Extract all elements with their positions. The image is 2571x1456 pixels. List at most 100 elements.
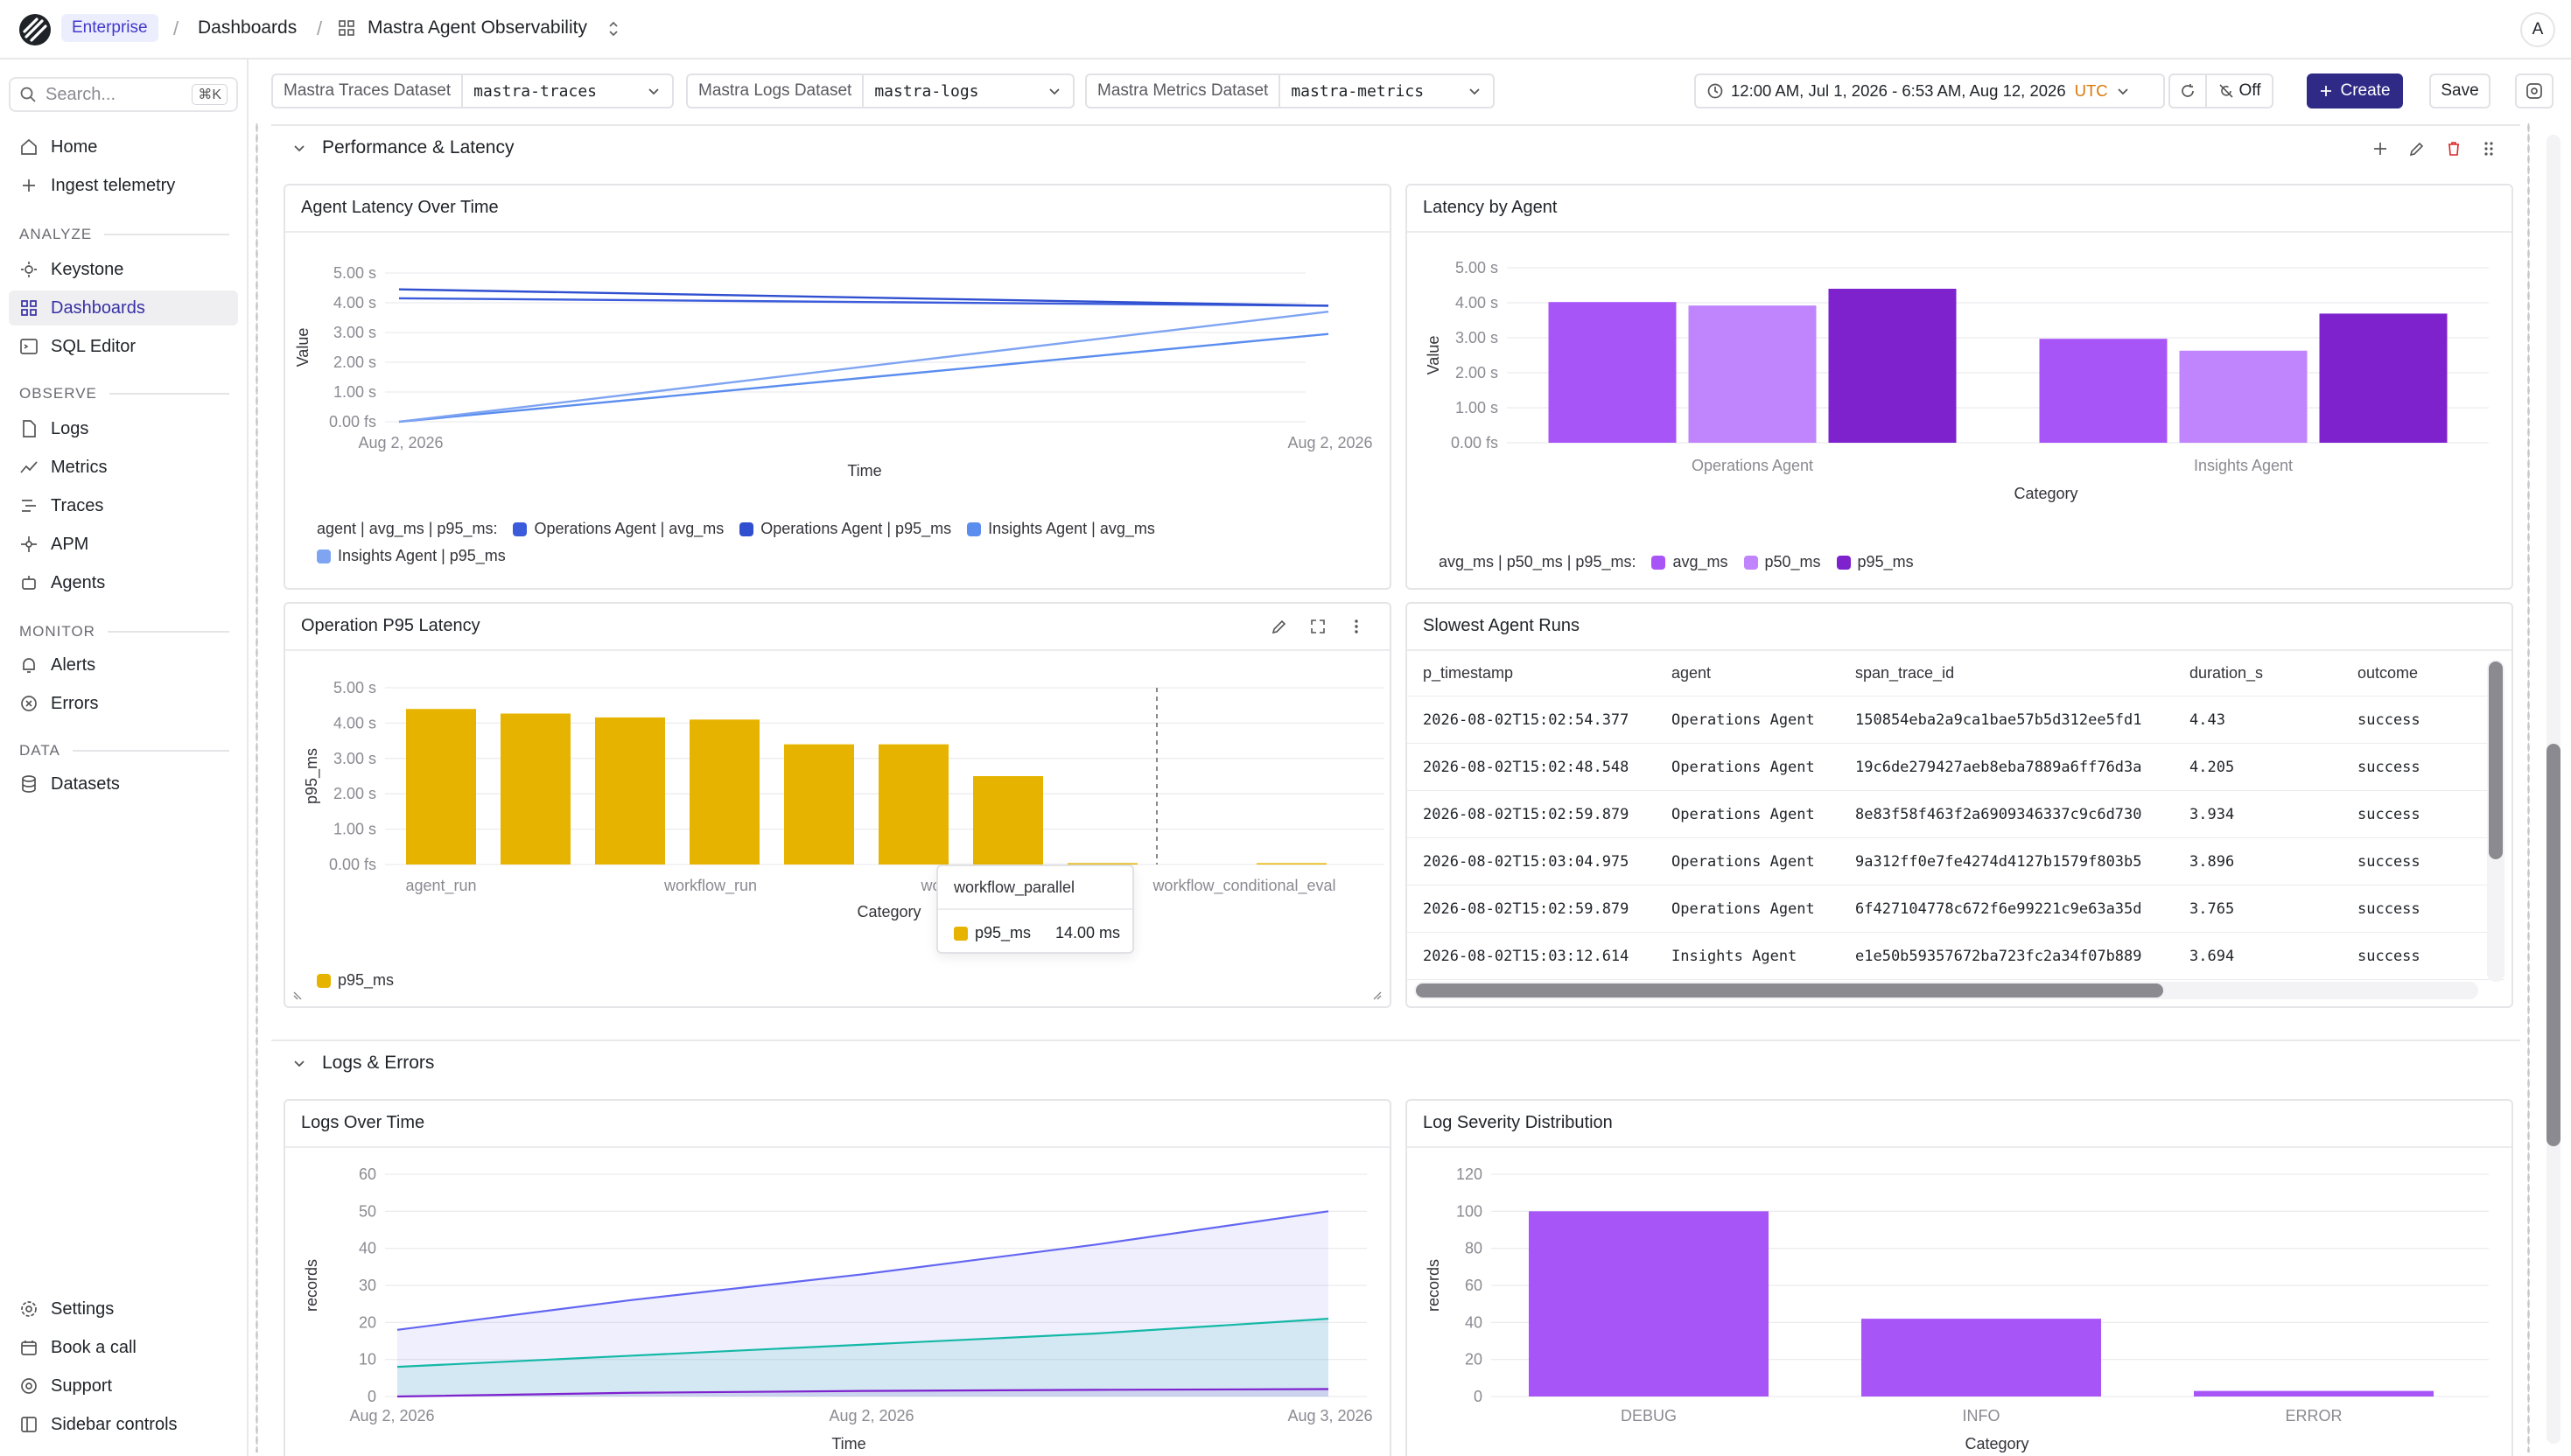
sidebar-item-errors[interactable]: Errors [9, 686, 238, 721]
operation-p95-chart[interactable]: 0.00 fs 1.00 s 2.00 s 3.00 s 4.00 s 5.00 s p95… [285, 651, 1391, 957]
table-cell: 2026-08-02T15:03:12.614 [1423, 948, 1629, 965]
section-performance[interactable]: Performance & Latency [271, 124, 2520, 170]
bar [1068, 863, 1138, 864]
sidebar-item-sidebar-controls[interactable]: Sidebar controls [9, 1407, 238, 1442]
traces-dataset-select[interactable]: Mastra Traces Dataset mastra-traces [271, 74, 674, 108]
table-row[interactable]: 2026-08-02T15:02:48.548 Operations Agent 1… [1407, 744, 2504, 791]
legend-item[interactable]: p95_ms [317, 971, 394, 990]
pencil-icon[interactable] [1271, 618, 1288, 635]
latency-by-agent-chart[interactable]: 0.00 fs 1.00 s 2.00 s 3.00 s 4.00 s 5.00 s Val… [1407, 233, 2513, 522]
expand-icon[interactable] [1309, 618, 1327, 635]
sidebar-item-traces[interactable]: Traces [9, 488, 238, 523]
sidebar-item-home[interactable]: Home [9, 130, 238, 164]
y-tick-label: 40 [359, 1240, 376, 1257]
table-cell: 4.205 [2189, 759, 2235, 776]
sidebar-item-label: Book a call [51, 1337, 137, 1357]
logo-icon[interactable] [18, 12, 53, 47]
settings-button[interactable] [2515, 74, 2553, 108]
panel-latency-by-agent[interactable]: Latency by Agent 0.00 fs 1.00 s 2.00 s 3.00… [1405, 184, 2513, 590]
log-severity-chart[interactable]: 0 20 40 60 80 100 120 records DEBUG INFO ERROR Cate… [1407, 1148, 2513, 1456]
trash-icon[interactable] [2445, 140, 2462, 158]
logs-dataset-select[interactable]: Mastra Logs Dataset mastra-logs [686, 74, 1075, 108]
sidebar-item-apm[interactable]: APM [9, 527, 238, 562]
logs-over-time-chart[interactable]: 0 10 20 30 40 50 60 records Aug 2, 2026 Aug 2, 20… [285, 1148, 1391, 1456]
y-tick-label: 50 [359, 1202, 376, 1220]
legend-item[interactable]: avg_ms [1651, 553, 1728, 571]
sidebar-item-dashboards[interactable]: Dashboards [9, 290, 238, 326]
chevron-down-icon[interactable] [291, 139, 308, 157]
save-button[interactable]: Save [2429, 74, 2490, 108]
section-logs-errors[interactable]: Logs & Errors [271, 1040, 2520, 1085]
page-vertical-scrollbar[interactable] [2545, 131, 2562, 1444]
sidebar-item-support[interactable]: Support [9, 1368, 238, 1404]
auto-refresh-toggle[interactable]: Off [2205, 74, 2273, 108]
table-cell: 4.43 [2189, 711, 2225, 729]
top-bar: Enterprise / Dashboards / Mastra Agent O… [0, 0, 2571, 60]
sidebar-item-agents[interactable]: Agents [9, 565, 238, 600]
column-header[interactable]: outcome [2357, 664, 2419, 682]
breadcrumb-dashboard-name[interactable]: Mastra Agent Observability [368, 18, 587, 38]
table-row[interactable]: 2026-08-02T15:02:59.879 Operations Agent 8… [1407, 791, 2504, 838]
chart-legend: agent | avg_ms | p95_ms: Operations Agen… [317, 520, 1349, 565]
column-header[interactable]: p_timestamp [1423, 664, 1514, 682]
legend-item[interactable]: p50_ms [1743, 553, 1821, 571]
chevron-up-down-icon[interactable] [606, 19, 621, 38]
avatar[interactable]: A [2520, 12, 2555, 47]
table-cell: 8e83f58f463f2a6909346337c9c6d730 [1855, 806, 2142, 823]
refresh-button[interactable] [2168, 74, 2207, 108]
search-input[interactable]: Search... ⌘K [9, 77, 238, 112]
table-row[interactable]: 2026-08-02T15:02:59.879 Operations Agent 6… [1407, 886, 2504, 933]
section-data: DATA [19, 742, 229, 760]
chevron-down-icon[interactable] [291, 1054, 308, 1072]
resize-handle-icon[interactable] [1369, 987, 1383, 1001]
legend-item[interactable]: Insights Agent | avg_ms [967, 520, 1155, 538]
sidebar-item-settings[interactable]: Settings [9, 1292, 238, 1326]
table-row[interactable]: 2026-08-02T15:03:12.614 Insights Agent e1e… [1407, 933, 2504, 980]
plus-icon[interactable] [2371, 140, 2389, 158]
scrollbar-thumb[interactable] [2489, 662, 2503, 859]
breadcrumb-dashboards[interactable]: Dashboards [198, 18, 298, 38]
sidebar-item-alerts[interactable]: Alerts [9, 648, 238, 682]
column-header[interactable]: span_trace_id [1855, 664, 1955, 682]
sidebar-item-sql-editor[interactable]: SQL Editor [9, 329, 238, 364]
resize-handle-icon[interactable] [292, 987, 306, 1001]
more-vertical-icon[interactable] [1348, 618, 1365, 635]
sidebar-item-book-call[interactable]: Book a call [9, 1330, 238, 1365]
scrollbar-thumb[interactable] [2546, 744, 2560, 1146]
series-line [398, 311, 1329, 424]
table-vertical-scrollbar[interactable] [2487, 660, 2504, 982]
legend-item[interactable]: Insights Agent | p95_ms [317, 547, 506, 565]
sidebar-item-metrics[interactable]: Metrics [9, 450, 238, 485]
chart-tooltip: workflow_parallel p95_ms 14.00 ms [936, 864, 1134, 954]
legend-item[interactable]: p95_ms [1836, 553, 1914, 571]
panel-operation-p95[interactable]: Operation P95 Latency 0.00 fs 1.00 s 2.00 … [284, 602, 1391, 1008]
metrics-dataset-select[interactable]: Mastra Metrics Dataset mastra-metrics [1085, 74, 1495, 108]
x-tick-label: Aug 2, 2026 [829, 1407, 914, 1424]
legend-item[interactable]: Operations Agent | avg_ms [513, 520, 724, 538]
panel-log-severity[interactable]: Log Severity Distribution 0 20 40 60 80 100 12… [1405, 1099, 2513, 1456]
sidebar-item-datasets[interactable]: Datasets [9, 766, 238, 802]
pencil-icon[interactable] [2408, 140, 2426, 158]
scrollbar-thumb[interactable] [1416, 984, 2163, 998]
column-header[interactable]: agent [1671, 664, 1712, 682]
time-range-picker[interactable]: 12:00 AM, Jul 1, 2026 - 6:53 AM, Aug 12,… [1694, 74, 2165, 108]
x-tick-label: INFO [1963, 1407, 2000, 1424]
create-button[interactable]: Create [2307, 74, 2403, 108]
series-line [398, 288, 1329, 307]
table-row[interactable]: 2026-08-02T15:03:04.975 Operations Agent 9… [1407, 838, 2504, 886]
sidebar-item-logs[interactable]: Logs [9, 411, 238, 446]
agent-latency-chart[interactable]: 0.00 fs 1.00 s 2.00 s 3.00 s 4.00 s 5.00 s Val… [285, 233, 1391, 513]
drag-handle-icon[interactable] [2480, 140, 2497, 158]
sidebar-item-ingest[interactable]: Ingest telemetry [9, 168, 238, 203]
table-cell: Operations Agent [1671, 900, 1815, 918]
section-title: Logs & Errors [322, 1053, 435, 1073]
panel-logs-over-time[interactable]: Logs Over Time 0 10 20 30 40 50 60 records Aug 2… [284, 1099, 1391, 1456]
panel-agent-latency[interactable]: Agent Latency Over Time 0.00 fs 1.00 s 2.0… [284, 184, 1391, 590]
table-cell: Insights Agent [1671, 948, 1797, 965]
table-horizontal-scrollbar[interactable] [1414, 982, 2478, 999]
legend-item[interactable]: Operations Agent | p95_ms [739, 520, 951, 538]
table-row[interactable]: 2026-08-02T15:02:54.377 Operations Agent 1… [1407, 696, 2504, 744]
sidebar-item-keystone[interactable]: Keystone [9, 252, 238, 287]
panel-slowest-runs[interactable]: Slowest Agent Runs p_timestamp agent spa… [1405, 602, 2513, 1008]
column-header[interactable]: duration_s [2189, 664, 2264, 682]
